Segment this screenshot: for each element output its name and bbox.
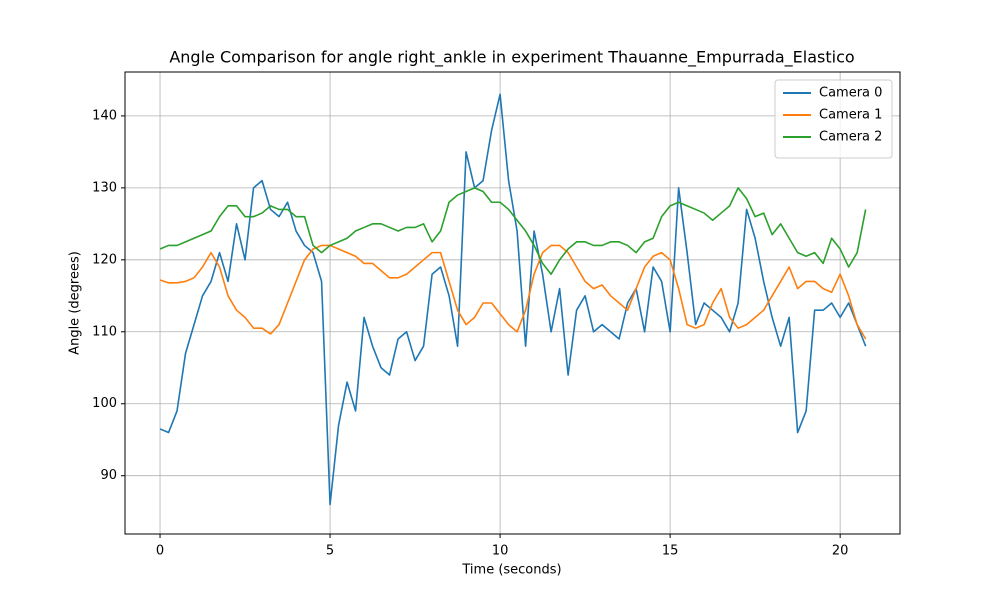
legend: Camera 0 Camera 1 Camera 2 bbox=[774, 79, 893, 159]
x-tick-label: 0 bbox=[156, 544, 164, 559]
y-axis-label: Angle (degrees) bbox=[68, 251, 83, 355]
legend-label: Camera 2 bbox=[819, 130, 882, 145]
y-tick-label: 120 bbox=[92, 252, 117, 267]
y-tick-label: 130 bbox=[92, 180, 117, 195]
legend-label: Camera 0 bbox=[819, 86, 882, 101]
y-tick-label: 100 bbox=[92, 396, 117, 411]
legend-label: Camera 1 bbox=[819, 108, 882, 123]
y-tick-label: 110 bbox=[92, 324, 117, 339]
series-line bbox=[159, 187, 867, 276]
legend-box bbox=[774, 79, 893, 159]
y-tick-label: 90 bbox=[100, 468, 117, 483]
series-line bbox=[159, 93, 867, 506]
x-tick-label: 15 bbox=[662, 544, 679, 559]
plot-frame bbox=[124, 71, 901, 535]
chart-title: Angle Comparison for angle right_ankle i… bbox=[169, 48, 854, 68]
x-tick-label: 20 bbox=[832, 544, 849, 559]
series-line bbox=[159, 244, 867, 340]
x-axis-label: Time (seconds) bbox=[461, 563, 561, 578]
x-tick-label: 5 bbox=[326, 544, 334, 559]
x-tick-label: 10 bbox=[492, 544, 509, 559]
y-tick-label: 140 bbox=[92, 108, 117, 123]
